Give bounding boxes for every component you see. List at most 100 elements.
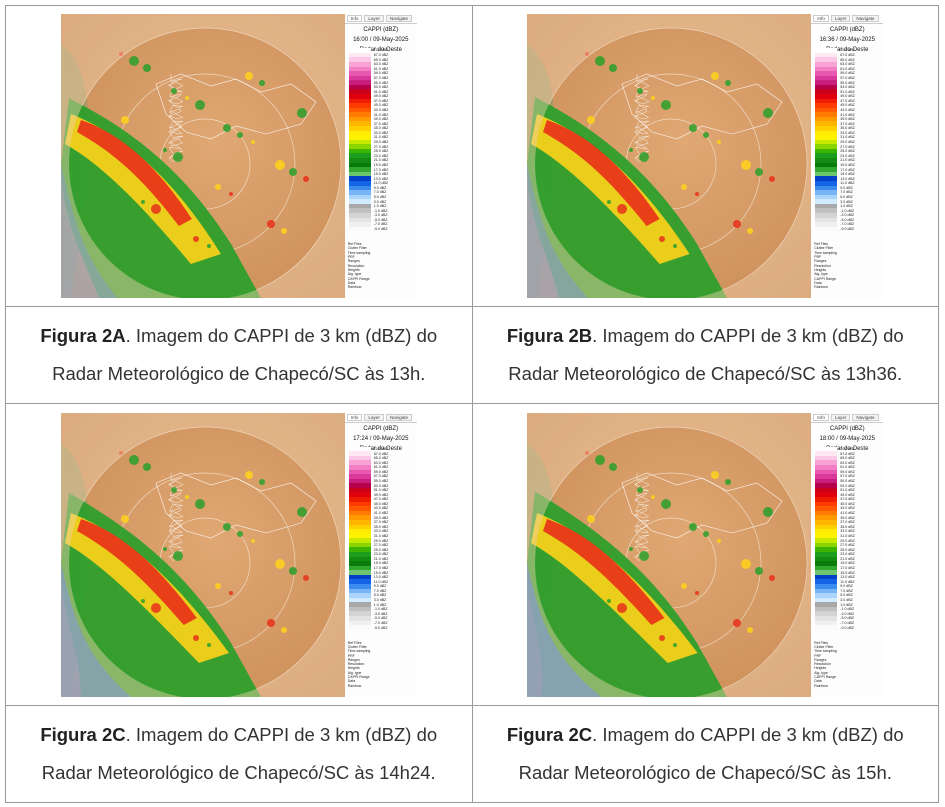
legend-row: 45.0 dBZ	[815, 103, 879, 108]
legend-row: 35.0 dBZ	[815, 126, 879, 131]
legend-value: 7.0 dBZ	[840, 588, 853, 593]
legend-value: 65.0 dBZ	[840, 57, 855, 62]
legend-swatch	[815, 501, 838, 507]
legend-value: -7.0 dBZ	[840, 620, 855, 625]
tab-layer[interactable]: Layer	[364, 15, 384, 23]
metadata-label: Heights	[347, 666, 360, 671]
legend-row: 70.0 dBZ	[348, 446, 413, 452]
legend-value: 63.0 dBZ	[373, 460, 389, 465]
tab-info[interactable]: Info	[813, 413, 829, 421]
legend-value: 25.0 dBZ	[840, 149, 855, 154]
legend-swatch	[815, 176, 838, 181]
tab-navigate[interactable]: Navigate	[385, 413, 413, 421]
legend-row: 67.0 dBZ	[815, 451, 879, 456]
legend-swatch	[348, 469, 371, 475]
caption-cell-2a: Figura 2A. Imagem do CAPPI de 3 km (dBZ)…	[5, 306, 473, 405]
legend-swatch	[815, 524, 838, 530]
legend-swatch	[348, 135, 371, 140]
caption-label: Figura 2C	[506, 723, 593, 745]
metadata-label: Clutter Filter	[814, 644, 834, 649]
tab-info[interactable]: Info	[813, 15, 829, 23]
legend-value: 23.0 dBZ	[840, 552, 855, 557]
legend-row: 29.0 dBZ	[815, 139, 879, 145]
metadata-row: Ref Files	[348, 242, 416, 246]
legend-swatch	[815, 469, 838, 475]
legend-value: 15.0 dBZ	[840, 172, 855, 177]
legend-swatch	[815, 519, 838, 525]
legend-value: -9.0 dBZ	[373, 227, 388, 232]
metadata-label: Ranges	[814, 259, 827, 264]
tab-navigate[interactable]: Navigate	[385, 15, 413, 23]
tab-layer[interactable]: Layer	[364, 413, 384, 421]
legend-value: 51.0 dBZ	[840, 488, 855, 493]
metadata-label: PRF	[347, 255, 355, 260]
metadata-label: Heights	[814, 267, 827, 272]
caption-cell-2b: Figura 2B. Imagem do CAPPI de 3 km (dBZ)…	[471, 306, 939, 405]
legend-value: 3.0 dBZ	[840, 199, 853, 204]
legend-value: 57.0 dBZ	[840, 474, 855, 479]
legend-value: 37.0 dBZ	[373, 520, 389, 525]
metadata-label: Ref Files	[347, 640, 362, 645]
legend-value: 31.0 dBZ	[373, 533, 389, 538]
legend-swatch	[348, 593, 371, 598]
legend-row: 5.0 dBZ	[348, 194, 413, 200]
legend-row: 61.0 dBZ	[815, 66, 879, 72]
legend-row: 67.0 dBZ	[348, 52, 413, 58]
metadata-row: Rainbow	[814, 684, 882, 688]
legend-value: 27.0 dBZ	[373, 144, 389, 149]
legend-row: -5.0 dBZ	[348, 616, 413, 621]
legend-swatch	[348, 506, 371, 511]
legend-swatch	[348, 574, 371, 580]
legend-swatch	[815, 116, 838, 122]
metadata-row: Time sampling	[348, 649, 416, 653]
radar-info-panel: Info Layer Navigate CAPPI (dBZ) 16:00 / 09-M…	[344, 14, 417, 299]
legend-swatch	[815, 474, 838, 479]
legend-row: 63.0 dBZ	[815, 460, 879, 465]
legend-value: 15.0 dBZ	[373, 570, 389, 575]
legend-row: 55.0 dBZ	[348, 80, 413, 85]
legend-row: 35.0 dBZ	[348, 126, 413, 131]
legend-row: -7.0 dBZ	[815, 620, 879, 626]
figure-cell-2c-1424: Info Layer Navigate CAPPI (dBZ) 17:24 / 09-M…	[5, 403, 473, 706]
tab-layer[interactable]: Layer	[830, 413, 851, 421]
legend-swatch	[815, 71, 838, 76]
legend-row: 45.0 dBZ	[815, 501, 879, 507]
legend-swatch	[815, 203, 838, 209]
legend-swatch	[815, 130, 838, 136]
legend-value: 17.0 dBZ	[373, 565, 389, 570]
legend-row: 27.0 dBZ	[348, 144, 413, 149]
tab-info[interactable]: Info	[346, 413, 363, 421]
legend-swatch	[348, 561, 371, 566]
legend-value: 11.0 dBZ	[373, 181, 389, 186]
legend-swatch	[348, 533, 371, 539]
legend-value: 29.0 dBZ	[373, 140, 389, 145]
legend-swatch	[815, 208, 838, 213]
tab-layer[interactable]: Layer	[830, 15, 851, 23]
tab-info[interactable]: Info	[346, 15, 363, 23]
tab-navigate[interactable]: Navigate	[852, 15, 879, 23]
legend-value: -5.0 dBZ	[840, 616, 855, 621]
metadata-row: Data	[814, 281, 882, 285]
legend-value: 9.0 dBZ	[840, 584, 853, 589]
legend-row: 49.0 dBZ	[815, 492, 879, 498]
metadata-row: Data	[348, 679, 416, 683]
figure-caption-2b: Figura 2B. Imagem do CAPPI de 3 km (dBZ)…	[473, 317, 939, 393]
legend-value: -1.0 dBZ	[373, 607, 388, 612]
legend-row: 19.0 dBZ	[348, 561, 413, 566]
tab-navigate[interactable]: Navigate	[852, 413, 879, 421]
legend-swatch	[348, 80, 371, 85]
legend-value: 63.0 dBZ	[373, 62, 389, 67]
legend-value: 49.0 dBZ	[840, 492, 855, 497]
legend-row: 21.0 dBZ	[348, 556, 413, 562]
legend-row: 19.0 dBZ	[815, 162, 879, 168]
legend-row: 47.0 dBZ	[815, 98, 879, 104]
legend-swatch	[815, 80, 838, 85]
legend-value: 35.0 dBZ	[373, 524, 389, 529]
legend-value: 27.0 dBZ	[840, 543, 855, 548]
legend-row: 57.0 dBZ	[815, 75, 879, 81]
metadata-label: Resolution	[814, 263, 831, 268]
legend-value: 59.0 dBZ	[373, 71, 389, 76]
legend-swatch	[348, 597, 371, 603]
legend-swatch	[815, 464, 838, 470]
legend-value: 19.0 dBZ	[840, 162, 855, 167]
